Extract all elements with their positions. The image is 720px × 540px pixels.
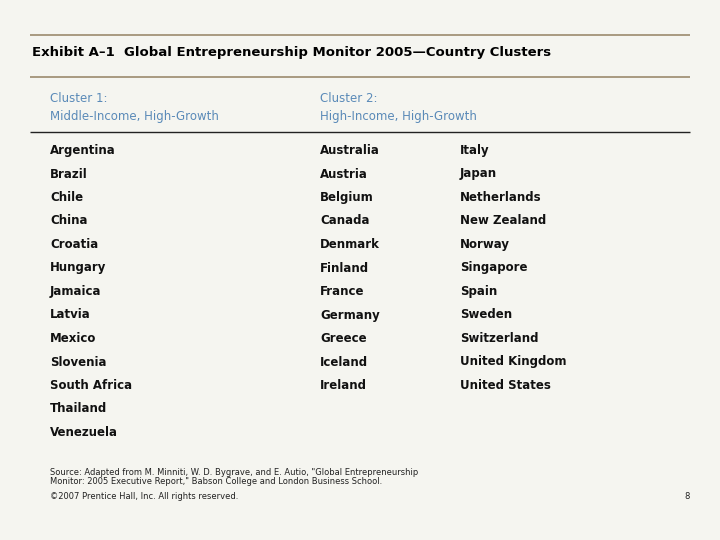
Text: Middle-Income, High-Growth: Middle-Income, High-Growth <box>50 110 219 123</box>
Text: Ireland: Ireland <box>320 379 367 392</box>
Text: Brazil: Brazil <box>50 167 88 180</box>
Text: Monitor: 2005 Executive Report," Babson College and London Business School.: Monitor: 2005 Executive Report," Babson … <box>50 477 382 486</box>
Text: United Kingdom: United Kingdom <box>460 355 567 368</box>
Text: Croatia: Croatia <box>50 238 98 251</box>
Text: Cluster 1:: Cluster 1: <box>50 92 107 105</box>
Text: Germany: Germany <box>320 308 379 321</box>
Text: Finland: Finland <box>320 261 369 274</box>
Text: Latvia: Latvia <box>50 308 91 321</box>
Text: Spain: Spain <box>460 285 498 298</box>
Text: Thailand: Thailand <box>50 402 107 415</box>
Text: Italy: Italy <box>460 144 490 157</box>
Text: Sweden: Sweden <box>460 308 512 321</box>
Text: ©2007 Prentice Hall, Inc. All rights reserved.: ©2007 Prentice Hall, Inc. All rights res… <box>50 492 238 501</box>
Text: South Africa: South Africa <box>50 379 132 392</box>
Text: Hungary: Hungary <box>50 261 107 274</box>
Text: Australia: Australia <box>320 144 380 157</box>
Text: Norway: Norway <box>460 238 510 251</box>
Text: Chile: Chile <box>50 191 83 204</box>
Text: France: France <box>320 285 364 298</box>
Text: Jamaica: Jamaica <box>50 285 102 298</box>
Text: New Zealand: New Zealand <box>460 214 546 227</box>
Text: Greece: Greece <box>320 332 366 345</box>
Text: China: China <box>50 214 88 227</box>
Text: United States: United States <box>460 379 551 392</box>
Text: Source: Adapted from M. Minniti, W. D. Bygrave, and E. Autio, "Global Entreprene: Source: Adapted from M. Minniti, W. D. B… <box>50 468 418 477</box>
Text: Mexico: Mexico <box>50 332 96 345</box>
Text: Denmark: Denmark <box>320 238 380 251</box>
Text: Canada: Canada <box>320 214 369 227</box>
Text: High-Income, High-Growth: High-Income, High-Growth <box>320 110 477 123</box>
Text: Netherlands: Netherlands <box>460 191 541 204</box>
Text: Austria: Austria <box>320 167 368 180</box>
Text: Exhibit A–1  Global Entrepreneurship Monitor 2005—Country Clusters: Exhibit A–1 Global Entrepreneurship Moni… <box>32 46 551 59</box>
Text: Belgium: Belgium <box>320 191 374 204</box>
Text: Japan: Japan <box>460 167 497 180</box>
Text: Slovenia: Slovenia <box>50 355 107 368</box>
Text: 8: 8 <box>685 492 690 501</box>
Text: Singapore: Singapore <box>460 261 528 274</box>
Text: Venezuela: Venezuela <box>50 426 118 439</box>
Text: Switzerland: Switzerland <box>460 332 539 345</box>
Text: Argentina: Argentina <box>50 144 116 157</box>
Text: Iceland: Iceland <box>320 355 368 368</box>
Text: Cluster 2:: Cluster 2: <box>320 92 377 105</box>
